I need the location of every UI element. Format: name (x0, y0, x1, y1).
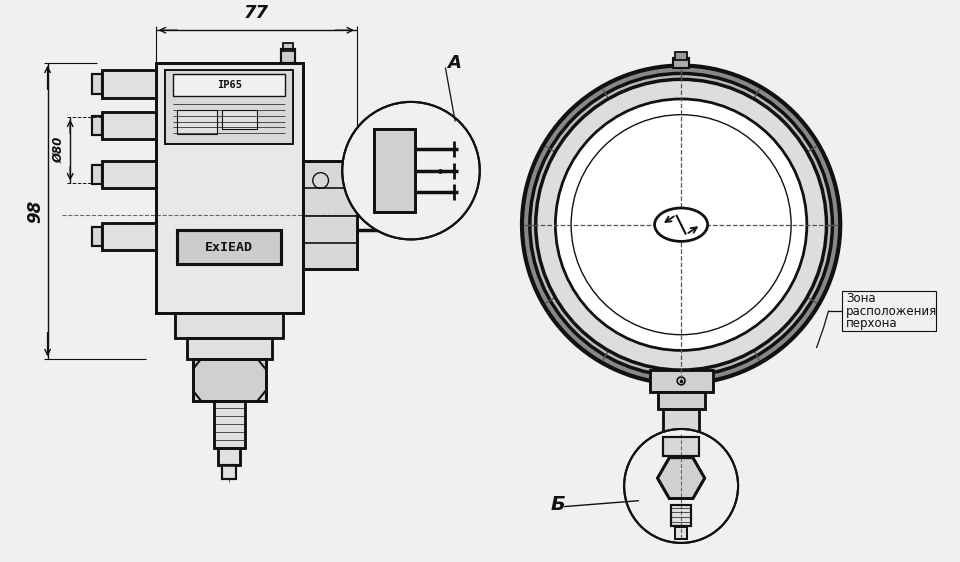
Bar (675, 527, 687, 539)
Bar (178, 110, 217, 134)
Text: перхона: перхона (846, 318, 898, 330)
Text: 77: 77 (244, 4, 269, 22)
Bar (156, 62, 303, 313)
Ellipse shape (655, 208, 708, 242)
Bar (213, 401, 245, 448)
Bar (373, 129, 415, 212)
Bar (193, 359, 266, 401)
Bar (281, 49, 295, 62)
Bar (187, 338, 272, 359)
Circle shape (556, 99, 806, 351)
Bar (663, 409, 699, 437)
Circle shape (530, 74, 832, 376)
Text: IP65: IP65 (217, 80, 242, 90)
Bar (102, 112, 156, 139)
Bar (187, 338, 272, 359)
Text: ExIEAD: ExIEAD (205, 241, 253, 254)
Bar (102, 70, 156, 98)
Bar (650, 370, 712, 392)
Bar (675, 527, 687, 539)
Bar (165, 70, 293, 144)
Bar (92, 116, 102, 135)
Circle shape (522, 66, 840, 384)
Bar (102, 112, 156, 139)
Bar (102, 223, 156, 250)
Bar (176, 313, 283, 338)
Bar (165, 70, 293, 144)
Text: A: A (447, 53, 461, 71)
Bar (156, 62, 303, 313)
Bar (663, 437, 699, 456)
Text: Зона: Зона (846, 292, 876, 305)
Bar (223, 465, 236, 479)
Bar (92, 226, 102, 246)
Bar (92, 74, 102, 94)
Text: Б: Б (550, 495, 565, 514)
Bar (673, 58, 689, 67)
Bar (219, 448, 240, 465)
Bar (92, 226, 102, 246)
Bar (176, 313, 283, 338)
Bar (102, 161, 156, 188)
Polygon shape (658, 457, 705, 498)
Bar (303, 161, 357, 269)
Bar (373, 129, 415, 212)
Circle shape (536, 79, 827, 370)
Bar (219, 448, 240, 465)
Bar (178, 230, 281, 264)
Bar (223, 110, 256, 129)
Bar (663, 437, 699, 456)
Bar (193, 359, 266, 401)
Circle shape (624, 429, 738, 543)
Bar (102, 223, 156, 250)
Bar (102, 70, 156, 98)
Bar (102, 161, 156, 188)
Bar (174, 74, 285, 96)
Bar (650, 370, 712, 392)
Bar (92, 116, 102, 135)
Text: расположения: расположения (846, 305, 937, 318)
Bar (281, 49, 295, 62)
Circle shape (343, 102, 480, 239)
Text: Ø80: Ø80 (52, 137, 65, 163)
Bar (92, 74, 102, 94)
Bar (92, 165, 102, 184)
Bar (223, 465, 236, 479)
Bar (283, 43, 293, 51)
Bar (658, 392, 705, 409)
Bar (675, 52, 687, 60)
Bar (178, 230, 281, 264)
Bar (663, 409, 699, 437)
Bar (671, 505, 691, 526)
Bar (842, 292, 937, 331)
Bar (671, 505, 691, 526)
Bar (92, 165, 102, 184)
Text: 98: 98 (27, 200, 45, 223)
Bar (658, 392, 705, 409)
Bar (213, 401, 245, 448)
Bar (303, 161, 357, 269)
